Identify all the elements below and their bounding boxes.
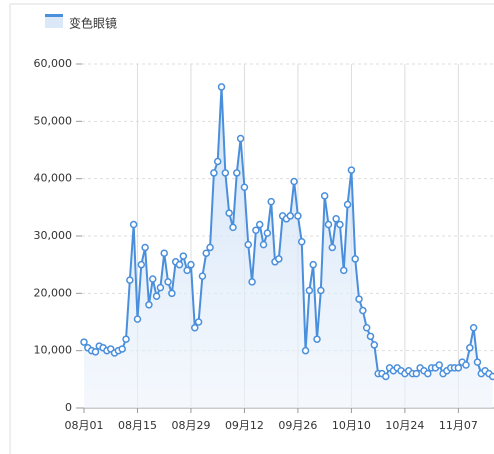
point <box>225 209 233 217</box>
point <box>187 260 195 269</box>
y-tick-label: 0 <box>65 401 72 414</box>
x-tick-label: 10月24 <box>385 419 424 432</box>
point <box>156 283 165 292</box>
point <box>175 260 184 269</box>
y-tick-label: 60,000 <box>34 57 73 70</box>
y-tick-label: 40,000 <box>34 172 73 185</box>
point <box>233 169 241 177</box>
point <box>152 292 161 300</box>
point <box>320 192 329 200</box>
point <box>133 315 142 323</box>
point <box>343 200 352 209</box>
point <box>191 323 199 332</box>
point <box>435 361 444 369</box>
point <box>122 335 130 343</box>
point <box>370 341 379 349</box>
point <box>290 177 298 186</box>
point <box>248 278 256 286</box>
point <box>198 272 207 280</box>
y-tick-label: 10,000 <box>34 344 73 357</box>
point <box>210 169 218 177</box>
point <box>305 286 314 295</box>
point <box>332 215 340 223</box>
point <box>294 212 302 220</box>
point <box>366 332 375 341</box>
x-tick-label: 09月26 <box>278 419 317 432</box>
point <box>129 220 138 229</box>
point <box>183 266 191 275</box>
point <box>469 323 478 332</box>
x-tick-label: 08月01 <box>65 419 104 432</box>
point <box>313 335 321 343</box>
y-tick-label: 30,000 <box>34 229 73 242</box>
point <box>91 348 100 356</box>
point <box>221 169 230 177</box>
point <box>328 243 337 252</box>
point <box>462 361 470 369</box>
point <box>118 345 126 353</box>
point <box>263 229 272 237</box>
point <box>164 278 172 286</box>
point <box>149 275 157 283</box>
point <box>488 372 494 381</box>
point <box>202 249 210 257</box>
legend-icon <box>45 14 63 28</box>
point <box>359 306 367 315</box>
point <box>454 364 463 372</box>
point <box>317 286 325 295</box>
point <box>267 197 275 206</box>
point <box>160 249 168 257</box>
point <box>229 223 237 232</box>
point <box>217 83 226 91</box>
point <box>382 372 390 381</box>
point <box>466 344 474 352</box>
point <box>137 260 146 269</box>
x-tick-label: 08月29 <box>171 419 210 432</box>
point <box>301 346 310 355</box>
point <box>412 369 421 378</box>
point <box>255 220 264 229</box>
point <box>194 318 203 326</box>
point <box>362 323 371 332</box>
point <box>297 237 306 246</box>
point <box>141 243 149 252</box>
x-tick-label: 09月12 <box>225 419 264 432</box>
point <box>347 166 356 174</box>
point <box>252 226 260 235</box>
point <box>179 252 188 260</box>
point <box>213 157 222 166</box>
point <box>340 266 348 275</box>
point <box>126 276 134 284</box>
point <box>473 358 482 366</box>
point <box>240 183 249 192</box>
point <box>259 240 268 249</box>
point <box>309 260 317 269</box>
point <box>286 212 295 220</box>
point <box>336 220 344 229</box>
point <box>145 301 153 309</box>
x-tick-label: 11月07 <box>439 419 478 432</box>
legend-label: 变色眼镜 <box>69 16 117 31</box>
point <box>244 240 253 249</box>
point <box>275 255 283 263</box>
point <box>424 369 432 378</box>
point <box>236 134 245 143</box>
point <box>206 243 214 252</box>
point <box>351 255 359 263</box>
y-tick-label: 20,000 <box>34 286 73 299</box>
legend-icon-line <box>45 14 63 17</box>
point <box>324 220 333 229</box>
point <box>355 295 363 303</box>
x-tick-label: 10月10 <box>332 419 371 432</box>
area <box>84 86 493 408</box>
point <box>80 338 88 346</box>
y-tick-label: 50,000 <box>34 114 73 127</box>
x-tick-label: 08月15 <box>118 419 157 432</box>
point <box>168 289 176 298</box>
